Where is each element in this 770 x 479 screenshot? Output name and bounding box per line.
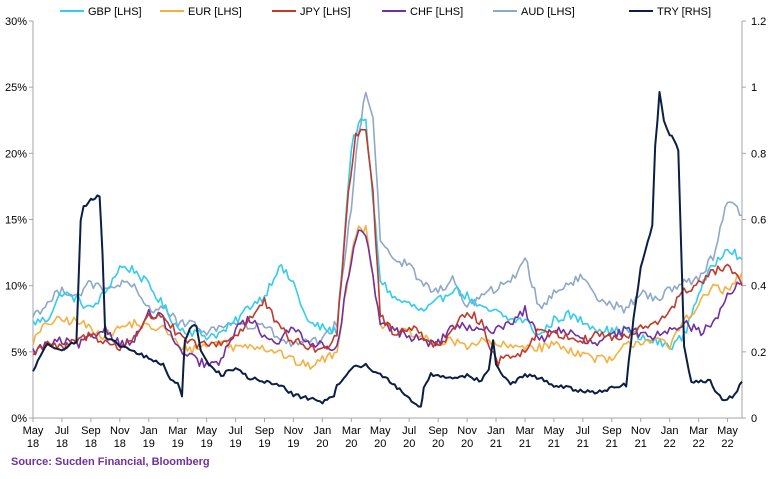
legend-item: EUR [LHS] [160, 6, 242, 18]
x-tick-month: Jul [55, 425, 69, 437]
x-tick-month: Sep [428, 425, 448, 437]
legend-item: GBP [LHS] [60, 6, 142, 18]
x-tick-month: Jan [140, 425, 158, 437]
x-axis: May18Jul18Sep18Nov18Jan19Mar19May19Jul19… [23, 418, 738, 450]
x-tick-year: 18 [56, 438, 68, 450]
legend-label: TRY [RHS] [657, 6, 711, 18]
x-tick-year: 20 [403, 438, 415, 450]
legend-item: CHF [LHS] [382, 6, 463, 18]
x-tick-month: Jul [402, 425, 416, 437]
legend-label: EUR [LHS] [188, 6, 242, 18]
x-tick-year: 21 [635, 438, 647, 450]
chart-legend: GBP [LHS] EUR [LHS] JPY [LHS] CHF [LHS] AUD … [60, 6, 711, 18]
left-tick-label: 20% [5, 148, 27, 160]
legend-label: CHF [LHS] [410, 6, 463, 18]
x-tick-year: 19 [201, 438, 213, 450]
right-tick-label: 1 [751, 82, 757, 94]
x-tick-year: 22 [721, 438, 733, 450]
legend-label: AUD [LHS] [521, 6, 575, 18]
x-tick-month: Sep [602, 425, 622, 437]
x-tick-year: 21 [490, 438, 502, 450]
series-line-aud [32, 91, 743, 348]
series-line-gbp [32, 117, 743, 351]
left-tick-label: 15% [5, 215, 27, 227]
right-tick-label: 0.6 [751, 215, 766, 227]
x-tick-year: 21 [577, 438, 589, 450]
x-tick-year: 22 [692, 438, 704, 450]
x-tick-month: Mar [342, 425, 361, 437]
x-tick-month: Nov [284, 425, 304, 437]
left-tick-label: 0% [11, 413, 27, 425]
x-tick-month: Jan [314, 425, 332, 437]
series-layer [32, 91, 743, 408]
x-tick-month: Jan [487, 425, 505, 437]
x-tick-year: 20 [345, 438, 357, 450]
x-tick-month: Mar [168, 425, 187, 437]
right-tick-label: 1.2 [751, 16, 766, 28]
x-tick-month: Jan [661, 425, 679, 437]
left-tick-label: 25% [5, 82, 27, 94]
plot-area [32, 21, 743, 419]
x-tick-year: 19 [287, 438, 299, 450]
x-tick-month: May [544, 425, 565, 437]
x-tick-month: Nov [110, 425, 130, 437]
x-tick-month: May [717, 425, 738, 437]
x-tick-month: May [370, 425, 391, 437]
left-tick-label: 10% [5, 281, 27, 293]
right-tick-label: 0.8 [751, 148, 766, 160]
left-tick-label: 30% [5, 16, 27, 28]
series-line-jpy [32, 128, 743, 367]
x-tick-year: 19 [229, 438, 241, 450]
x-tick-month: Sep [255, 425, 275, 437]
x-tick-month: Jul [229, 425, 243, 437]
x-tick-year: 22 [664, 438, 676, 450]
x-tick-month: Nov [457, 425, 477, 437]
x-tick-year: 19 [172, 438, 184, 450]
x-tick-year: 19 [143, 438, 155, 450]
series-line-chf [32, 229, 743, 369]
legend-label: JPY [LHS] [300, 6, 351, 18]
legend-item: JPY [LHS] [272, 6, 351, 18]
left-axis: 0% 5% 10% 15% 20% 25% 30% [5, 16, 33, 425]
legend-item: AUD [LHS] [493, 6, 575, 18]
x-tick-year: 20 [432, 438, 444, 450]
x-tick-month: May [23, 425, 44, 437]
right-axis: 0 0.2 0.4 0.6 0.8 1 1.2 [742, 16, 766, 425]
series-line-try [32, 91, 743, 408]
x-tick-month: Nov [631, 425, 651, 437]
x-tick-month: Mar [515, 425, 534, 437]
x-tick-year: 20 [461, 438, 473, 450]
x-tick-year: 21 [548, 438, 560, 450]
x-tick-year: 18 [114, 438, 126, 450]
x-tick-year: 21 [606, 438, 618, 450]
x-tick-year: 20 [316, 438, 328, 450]
legend-label: GBP [LHS] [88, 6, 142, 18]
legend-item: TRY [RHS] [629, 6, 711, 18]
x-tick-year: 20 [374, 438, 386, 450]
x-tick-year: 21 [519, 438, 531, 450]
left-tick-label: 5% [11, 347, 27, 359]
x-tick-year: 18 [27, 438, 39, 450]
right-tick-label: 0.4 [751, 281, 766, 293]
x-tick-year: 18 [85, 438, 97, 450]
x-tick-month: Sep [81, 425, 101, 437]
x-tick-year: 19 [258, 438, 270, 450]
source-note: Source: Sucden Financial, Bloomberg [11, 456, 210, 468]
right-tick-label: 0 [751, 413, 757, 425]
right-tick-label: 0.2 [751, 347, 766, 359]
x-tick-month: Jul [576, 425, 590, 437]
x-tick-month: May [196, 425, 217, 437]
x-tick-month: Mar [689, 425, 708, 437]
